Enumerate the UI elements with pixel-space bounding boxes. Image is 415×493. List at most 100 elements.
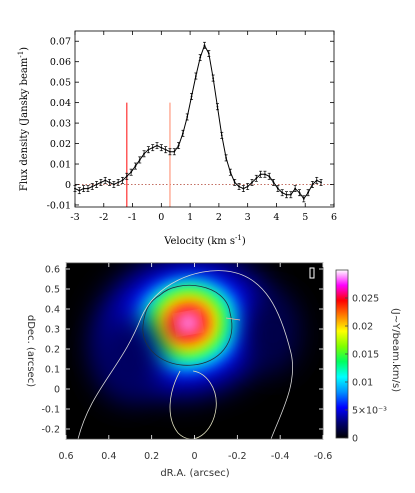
data-point bbox=[289, 193, 292, 196]
x-tick-label: -3 bbox=[70, 212, 79, 223]
data-point bbox=[108, 181, 111, 184]
data-point bbox=[320, 181, 322, 184]
y-tick-label: 0.03 bbox=[50, 119, 71, 130]
map-y-tick-label: 0.6 bbox=[45, 265, 60, 276]
data-point bbox=[255, 177, 258, 180]
data-point bbox=[194, 75, 197, 77]
spectrum-axis-ticks: -3 -2 -1 0 1 2 3 4 5 6 -0.01 0 0.01 0.02 0.03 0.04 0.05 0… bbox=[47, 31, 337, 223]
map-y-tick-label: 0.2 bbox=[45, 345, 60, 356]
y-tick-label: 0.05 bbox=[50, 78, 71, 89]
x-tick-label: 5 bbox=[302, 212, 308, 223]
spectrum-plot-area bbox=[73, 41, 334, 207]
map-x-tick-label: 0.4 bbox=[101, 451, 116, 462]
data-point bbox=[281, 191, 284, 194]
map-y-axis-title: dDec. (arcsec) bbox=[25, 315, 36, 387]
x-tick-label: -1 bbox=[128, 212, 137, 223]
x-tick-label: -2 bbox=[99, 212, 108, 223]
x-tick-label: 0 bbox=[158, 212, 164, 223]
map-x-axis-title: dR.A. (arcsec) bbox=[160, 468, 229, 479]
data-point bbox=[294, 187, 297, 190]
y-tick-label: -0.01 bbox=[47, 200, 71, 211]
colorbar-ticks: 0 5×10⁻³ 0.01 0.015 0.02 0.025 bbox=[345, 294, 387, 445]
data-point bbox=[182, 132, 184, 135]
data-point bbox=[203, 44, 206, 47]
extended-emission bbox=[93, 313, 164, 403]
data-point bbox=[311, 183, 314, 186]
extended-emission bbox=[245, 293, 302, 373]
data-point bbox=[100, 181, 102, 184]
map-y-tick-label: 0.1 bbox=[45, 365, 60, 376]
map-panel: 0.6 0.4 0.2 0 -0.2 -0.4 -0.6 -0.2 -0.1 0 0.1 0.2 0.3… bbox=[25, 262, 401, 479]
data-point bbox=[156, 144, 158, 147]
map-contours bbox=[77, 270, 293, 439]
map-x-tick-label: 0.6 bbox=[58, 451, 73, 462]
data-point bbox=[242, 187, 245, 190]
map-y-tick-label: -0.2 bbox=[41, 425, 60, 436]
data-point bbox=[186, 116, 189, 118]
y-tick-label: 0.04 bbox=[50, 98, 71, 109]
y-tick-label: 0.06 bbox=[50, 57, 71, 68]
data-point bbox=[264, 173, 266, 176]
data-point bbox=[117, 181, 120, 184]
data-point bbox=[151, 146, 154, 149]
data-point bbox=[251, 181, 253, 184]
beam-marker bbox=[309, 267, 315, 279]
spectrum-frame bbox=[74, 30, 335, 208]
map-y-tick-label: 0.5 bbox=[45, 285, 60, 296]
data-point bbox=[225, 156, 227, 159]
data-point bbox=[285, 193, 288, 196]
spectrum-y-axis-title: Flux density (Jansky beam-1) bbox=[17, 47, 30, 191]
x-tick-label: 6 bbox=[331, 212, 337, 223]
data-point bbox=[190, 95, 193, 98]
y-tick-label: 0.02 bbox=[50, 139, 71, 150]
spectrum-line bbox=[74, 44, 322, 200]
data-point bbox=[276, 187, 279, 190]
emission-level bbox=[181, 316, 196, 330]
data-point bbox=[164, 148, 167, 151]
data-point bbox=[229, 171, 232, 174]
map-emission-field bbox=[91, 263, 302, 403]
data-point bbox=[121, 179, 124, 182]
data-point bbox=[169, 150, 171, 153]
data-point bbox=[246, 185, 249, 188]
map-x-tick-label: -0.6 bbox=[314, 451, 333, 462]
data-point bbox=[307, 191, 309, 194]
data-point bbox=[95, 183, 98, 186]
colorbar-tick-label: 0.025 bbox=[352, 294, 379, 305]
map-axis-ticks: 0.6 0.4 0.2 0 -0.2 -0.4 -0.6 -0.2 -0.1 0 0.1 0.2 0.3… bbox=[41, 263, 332, 462]
contour-outer bbox=[77, 270, 293, 439]
data-point bbox=[143, 152, 145, 155]
data-point bbox=[104, 179, 107, 182]
data-point bbox=[173, 150, 176, 153]
map-x-tick-label: -0.4 bbox=[271, 451, 290, 462]
contour-segment bbox=[226, 317, 241, 321]
contour-inner bbox=[142, 284, 233, 366]
colorbar-tick-label: 0.015 bbox=[352, 350, 379, 361]
data-point bbox=[78, 189, 81, 192]
data-point bbox=[216, 105, 219, 108]
data-point bbox=[82, 187, 85, 190]
data-point bbox=[302, 197, 305, 200]
data-point bbox=[147, 148, 150, 151]
data-point bbox=[238, 185, 240, 188]
data-point bbox=[134, 165, 137, 167]
colorbar-tick-label: 5×10⁻³ bbox=[352, 406, 387, 417]
x-tick-label: 2 bbox=[216, 212, 222, 223]
spectrum-x-axis-title: Velocity (km s-1) bbox=[163, 234, 246, 247]
x-tick-label: 1 bbox=[187, 212, 193, 223]
data-point bbox=[87, 187, 89, 190]
data-point bbox=[315, 179, 318, 182]
map-y-tick-label: -0.1 bbox=[41, 405, 60, 416]
colorbar-tick-label: 0 bbox=[352, 434, 358, 445]
contour-lower bbox=[169, 370, 217, 439]
data-point bbox=[298, 191, 301, 194]
data-point bbox=[125, 175, 128, 178]
data-point bbox=[233, 181, 236, 184]
map-x-tick-label: 0.2 bbox=[144, 451, 159, 462]
data-point bbox=[199, 56, 202, 59]
y-tick-label: 0.07 bbox=[50, 37, 71, 48]
spectrum-panel: -3 -2 -1 0 1 2 3 4 5 6 -0.01 0 0.01 0.02 0.03 0.04 0.05 0… bbox=[17, 30, 337, 247]
data-point bbox=[212, 77, 215, 79]
data-point bbox=[220, 134, 223, 137]
